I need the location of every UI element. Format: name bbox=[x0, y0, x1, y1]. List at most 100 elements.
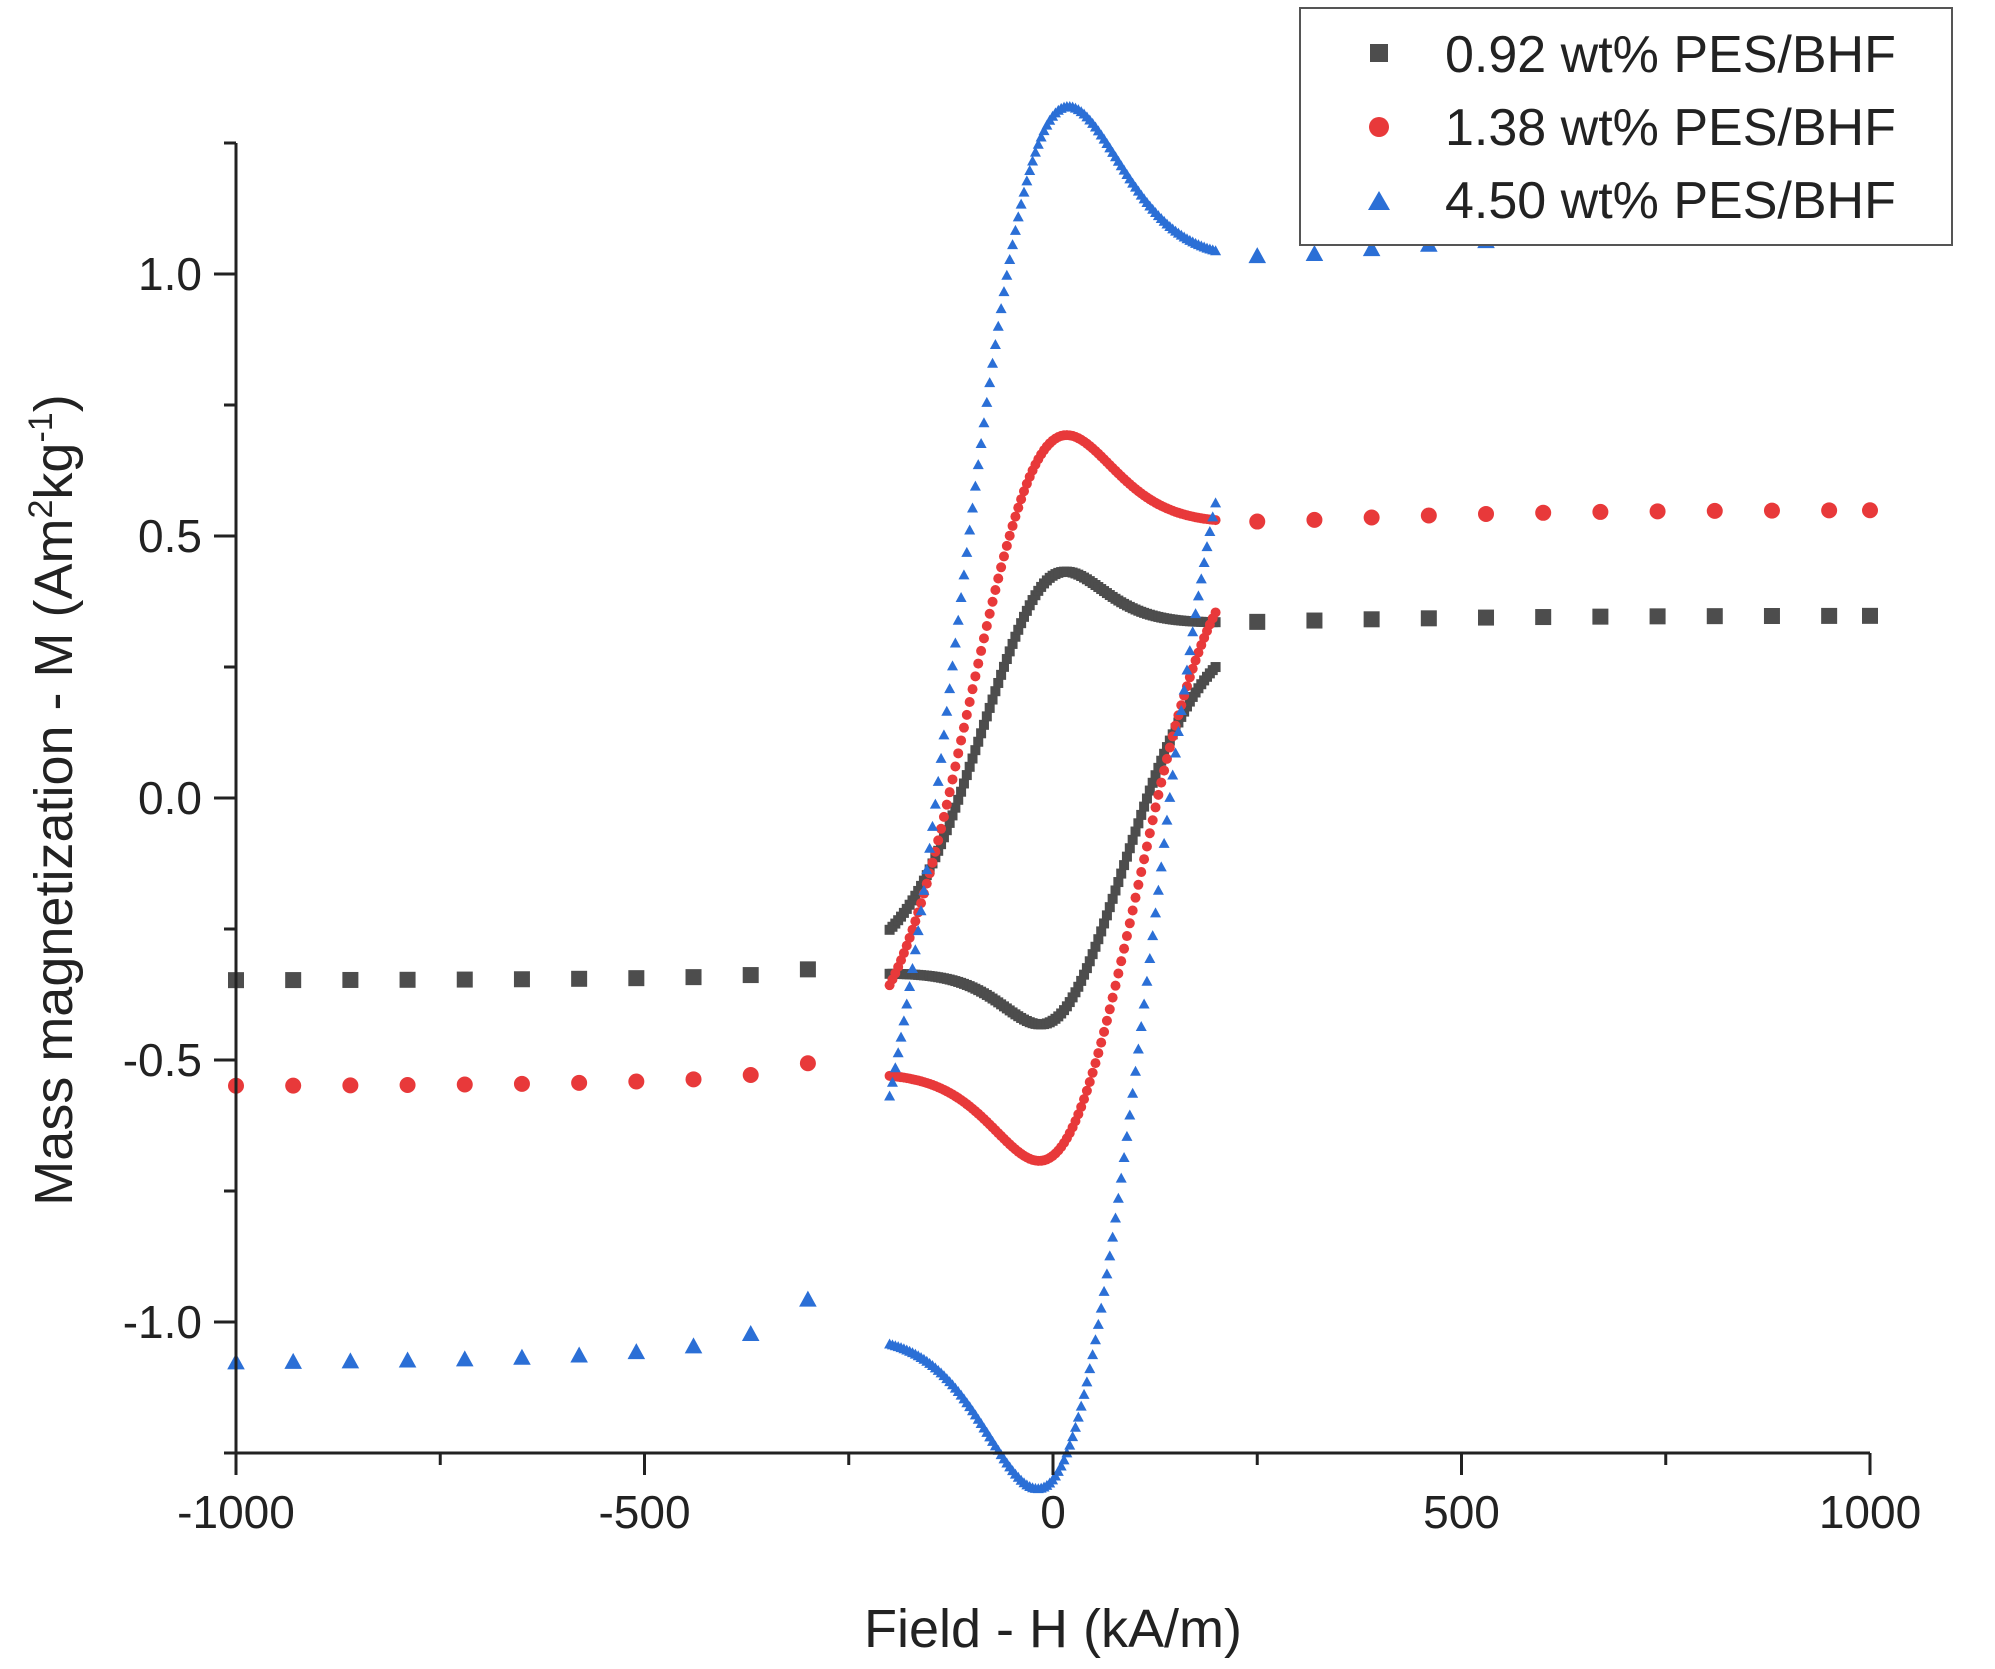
data-point bbox=[1210, 662, 1221, 673]
data-point bbox=[1124, 1109, 1136, 1120]
x-tick-label: 0 bbox=[1040, 1486, 1066, 1538]
data-point bbox=[964, 697, 975, 708]
data-point bbox=[1150, 802, 1161, 813]
data-point bbox=[1136, 866, 1147, 877]
legend-marker-square bbox=[1370, 44, 1388, 62]
data-point bbox=[1178, 684, 1190, 695]
legend-marker-triangle bbox=[1368, 191, 1390, 210]
data-point bbox=[1009, 224, 1021, 235]
data-point bbox=[742, 1066, 759, 1083]
data-point bbox=[955, 592, 967, 603]
y-tick-label: -1.0 bbox=[123, 1296, 202, 1348]
data-point bbox=[571, 1074, 588, 1091]
data-point bbox=[1021, 605, 1032, 616]
data-point bbox=[1076, 975, 1087, 986]
data-point bbox=[399, 1077, 416, 1094]
data-point bbox=[978, 633, 989, 644]
data-point bbox=[1201, 541, 1213, 552]
legend-box bbox=[1299, 7, 1953, 246]
data-point bbox=[1363, 611, 1380, 628]
data-point bbox=[1155, 861, 1167, 872]
data-point bbox=[927, 857, 938, 868]
data-point bbox=[981, 711, 992, 722]
data-point bbox=[1018, 611, 1029, 622]
data-point bbox=[1096, 926, 1107, 937]
y-axis-title-end: ) bbox=[24, 394, 84, 412]
data-point bbox=[1118, 1151, 1130, 1162]
data-point bbox=[944, 683, 956, 694]
data-point bbox=[909, 944, 921, 955]
data-point bbox=[1116, 956, 1127, 967]
data-point bbox=[987, 596, 998, 607]
data-point bbox=[628, 1073, 645, 1090]
y-tick-label: 0.5 bbox=[138, 510, 202, 562]
data-point bbox=[936, 823, 947, 834]
data-point bbox=[1090, 941, 1101, 952]
data-point bbox=[973, 658, 984, 669]
data-point bbox=[1195, 573, 1207, 584]
data-point bbox=[570, 1346, 588, 1363]
data-point bbox=[938, 832, 949, 843]
data-point bbox=[976, 728, 987, 739]
data-point bbox=[1706, 502, 1723, 519]
data-point bbox=[1152, 884, 1164, 895]
data-point bbox=[1706, 608, 1723, 625]
data-point bbox=[1072, 1411, 1084, 1422]
data-point bbox=[1139, 801, 1150, 812]
data-point bbox=[1130, 892, 1141, 903]
data-point bbox=[981, 620, 992, 631]
data-point bbox=[1133, 879, 1144, 890]
data-point bbox=[1141, 793, 1152, 804]
data-point bbox=[1249, 613, 1266, 630]
data-point bbox=[941, 705, 953, 716]
data-point bbox=[1127, 834, 1138, 845]
data-point bbox=[984, 377, 996, 388]
data-point bbox=[1161, 814, 1173, 825]
data-point bbox=[1192, 590, 1204, 601]
data-point bbox=[1052, 1465, 1064, 1476]
data-point bbox=[1821, 502, 1838, 519]
data-point bbox=[1101, 1268, 1113, 1279]
y-tick-label: -0.5 bbox=[123, 1034, 202, 1086]
data-point bbox=[1306, 612, 1323, 629]
data-point bbox=[1007, 638, 1018, 649]
data-point bbox=[685, 1071, 702, 1088]
data-point bbox=[998, 661, 1009, 672]
legend-label-series-2: 1.38 wt% PES/BHF bbox=[1445, 99, 1896, 157]
data-point bbox=[941, 825, 952, 836]
data-point bbox=[1095, 1302, 1107, 1313]
data-point bbox=[341, 1352, 360, 1369]
data-point bbox=[1175, 704, 1187, 715]
data-point bbox=[956, 735, 967, 746]
data-point bbox=[1081, 963, 1092, 974]
data-point bbox=[916, 880, 927, 891]
data-point bbox=[989, 338, 1001, 349]
data-point bbox=[1087, 949, 1098, 960]
data-point bbox=[1110, 885, 1121, 896]
data-point bbox=[1038, 125, 1050, 136]
data-point bbox=[1007, 239, 1019, 250]
data-point bbox=[1535, 504, 1552, 521]
data-point bbox=[953, 748, 964, 759]
data-point bbox=[1144, 828, 1155, 839]
legend: 0.92 wt% PES/BHF 1.38 wt% PES/BHF 4.50 w… bbox=[1299, 7, 1953, 246]
data-point bbox=[1862, 502, 1878, 519]
legend-label-series-3: 4.50 wt% PES/BHF bbox=[1445, 172, 1896, 230]
data-point bbox=[1112, 1192, 1124, 1203]
data-point bbox=[904, 981, 916, 992]
data-point bbox=[970, 745, 981, 756]
data-point bbox=[1190, 608, 1202, 619]
data-point bbox=[513, 971, 530, 988]
data-point bbox=[973, 736, 984, 747]
data-point bbox=[1093, 1048, 1104, 1059]
data-point bbox=[1210, 607, 1221, 618]
data-point bbox=[930, 852, 941, 863]
data-point bbox=[964, 524, 976, 535]
data-point bbox=[1164, 742, 1175, 753]
data-point bbox=[935, 752, 947, 763]
data-point bbox=[1649, 608, 1666, 625]
data-point bbox=[1130, 1065, 1142, 1076]
y-axis-title-base: Mass magnetization - M (Am bbox=[24, 519, 84, 1206]
data-point bbox=[1172, 725, 1184, 736]
